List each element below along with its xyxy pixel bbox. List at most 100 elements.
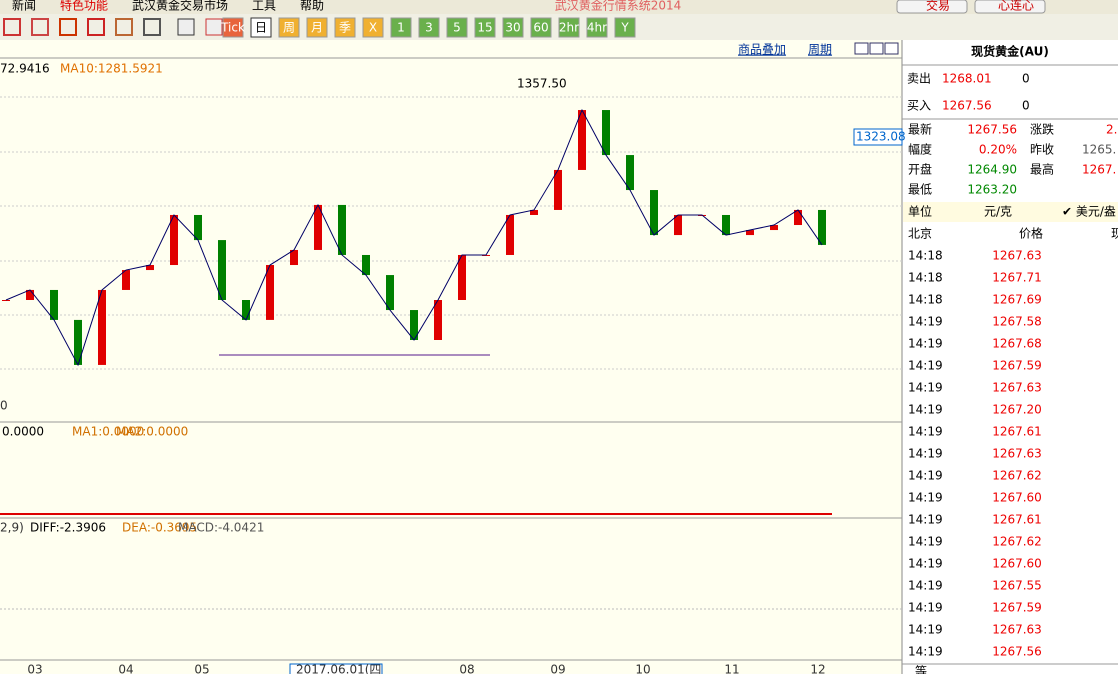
toolbar-label[interactable]: Y (620, 21, 629, 35)
toolbar-button[interactable] (558, 17, 580, 38)
candle (410, 310, 418, 340)
x-label: 04 (118, 663, 133, 674)
nav-icon[interactable] (854, 42, 869, 55)
tick-price: 1267.55 (992, 579, 1042, 593)
x-label: 11 (724, 663, 739, 674)
toolbar-label[interactable]: 日 (255, 21, 267, 35)
toolbar-label[interactable]: 2hr (559, 21, 579, 35)
candle (650, 190, 658, 236)
candle (626, 155, 634, 191)
candle (458, 254, 466, 300)
stat-label: 涨跌 (1030, 122, 1054, 137)
toolbar-button[interactable] (502, 17, 524, 38)
toolbar-button[interactable] (614, 17, 636, 38)
candle (506, 214, 514, 255)
chart-link[interactable]: 周期 (808, 43, 832, 57)
tool-icon[interactable] (205, 18, 223, 36)
tool-icon[interactable] (87, 18, 105, 36)
toolbar-button[interactable] (250, 17, 272, 38)
toolbar-label[interactable]: 4hr (587, 21, 607, 35)
tool-icon[interactable] (177, 18, 195, 36)
ticks-header: 北京 (908, 227, 932, 241)
tick-price: 1267.61 (992, 513, 1042, 527)
toolbar-button[interactable] (306, 17, 328, 38)
tick-price: 1267.63 (992, 447, 1042, 461)
candle (26, 289, 34, 300)
toolbar-label[interactable]: 月 (311, 21, 323, 35)
tick-price: 1267.60 (992, 557, 1042, 571)
tool-icon[interactable] (3, 18, 21, 36)
candle (74, 319, 82, 365)
tick-price: 1267.60 (992, 491, 1042, 505)
tick-price: 1267.59 (992, 359, 1042, 373)
candle (602, 110, 610, 156)
tool-icon[interactable] (31, 18, 49, 36)
candle (170, 214, 178, 266)
toolbar-label[interactable]: 30 (505, 21, 520, 35)
stat-label: 最低 (908, 183, 932, 197)
toolbar-button[interactable] (418, 17, 440, 38)
stat-value: 1264.90 (967, 163, 1017, 177)
tool-icon[interactable] (115, 18, 133, 36)
stat-label: 开盘 (908, 162, 932, 177)
date-box (289, 663, 383, 674)
menu-item[interactable]: 新闻 (12, 0, 36, 13)
quote-qty: 0 (1022, 72, 1030, 86)
toolbar-button[interactable] (222, 17, 244, 38)
stat-value: 1267.56 (967, 123, 1017, 137)
toolbar-button[interactable] (278, 17, 300, 38)
close-line (5, 108, 823, 367)
ticks-header: 现 (1111, 227, 1118, 241)
top-button[interactable] (974, 0, 1046, 14)
menu-item[interactable]: 帮助 (300, 0, 324, 13)
toolbar-button[interactable] (446, 17, 468, 38)
toolbar-label[interactable]: 周 (283, 21, 295, 35)
volume-legend: MA1:0.0000 (72, 425, 144, 439)
toolbar-label[interactable]: 3 (425, 21, 433, 35)
top-button-label[interactable]: 交易 (926, 0, 950, 13)
x-label: 10 (635, 663, 650, 674)
tick-time: 14:19 (908, 557, 943, 571)
toolbar-button[interactable] (390, 17, 412, 38)
stat-label: 昨收 (1030, 143, 1054, 157)
nav-icon[interactable] (884, 42, 899, 55)
candle (530, 209, 538, 215)
toolbar-label[interactable]: 60 (533, 21, 548, 35)
unit-label[interactable]: ✔ 美元/盎 (1062, 205, 1116, 219)
toolbar-label[interactable]: X (369, 21, 377, 35)
toolbar-label[interactable]: Tick (220, 21, 245, 35)
candle (674, 214, 682, 236)
nav-icon[interactable] (869, 42, 884, 55)
chart-area (0, 40, 902, 674)
price-tag: 1323.08 (856, 130, 906, 144)
candle (290, 249, 298, 266)
toolbar-button[interactable] (334, 17, 356, 38)
tick-time: 14:19 (908, 315, 943, 329)
top-button-label[interactable]: 心连心 (998, 0, 1034, 13)
toolbar-button[interactable] (362, 17, 384, 38)
menu-item[interactable]: 工具 (252, 0, 276, 13)
candle (338, 204, 346, 255)
menu-item[interactable]: 特色功能 (60, 0, 108, 13)
chart-link[interactable]: 商品叠加 (738, 42, 786, 57)
macd-legend: DEA:-0.3695 (122, 521, 197, 535)
tool-icon[interactable] (59, 18, 77, 36)
toolbar-label[interactable]: 5 (453, 21, 461, 35)
toolbar-label[interactable]: 15 (477, 21, 492, 35)
tick-time: 14:19 (908, 469, 943, 483)
menu-item[interactable]: 武汉黄金交易市场 (132, 0, 228, 13)
panel-footer[interactable]: 等 (915, 665, 927, 674)
toolbar-button[interactable] (474, 17, 496, 38)
top-button[interactable] (896, 0, 968, 14)
toolbar-label[interactable]: 1 (397, 21, 405, 35)
tick-time: 14:19 (908, 491, 943, 505)
candle (578, 110, 586, 170)
tool-icon[interactable] (143, 18, 161, 36)
toolbar-button[interactable] (586, 17, 608, 38)
x-label: 2017.06.01(四 (296, 663, 381, 674)
candle (242, 300, 250, 320)
toolbar-label[interactable]: 季 (339, 21, 351, 35)
toolbar-button[interactable] (530, 17, 552, 38)
menu-bar (0, 0, 1118, 14)
